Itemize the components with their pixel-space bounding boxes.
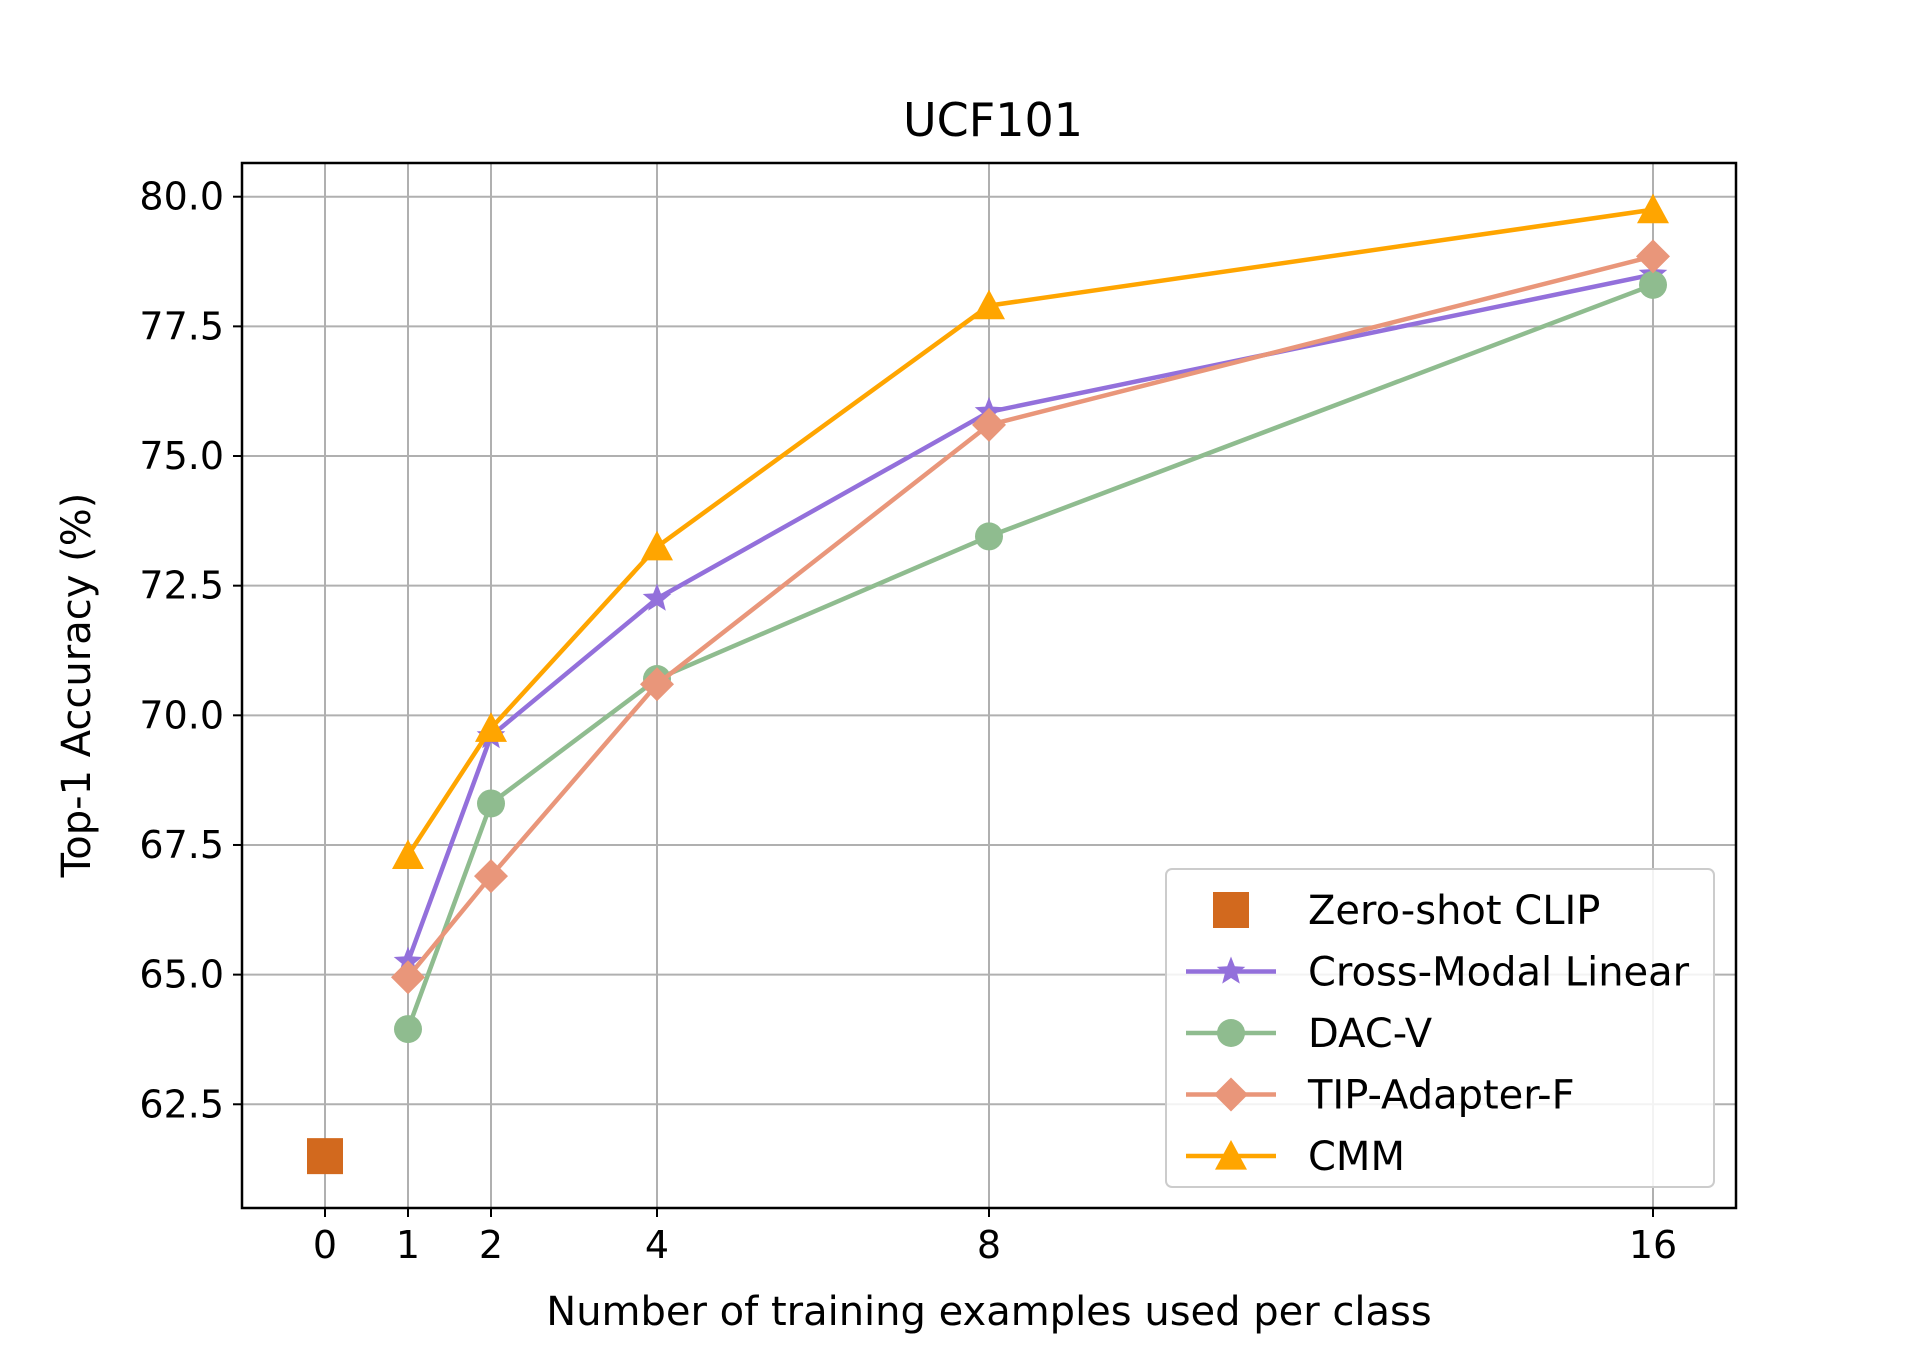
legend-item-cross-modal-linear: Cross-Modal Linear	[1186, 950, 1690, 996]
x-tick-label: 4	[645, 1223, 669, 1267]
legend-label: Zero-shot CLIP	[1308, 888, 1600, 934]
y-tick-label: 70.0	[139, 693, 224, 737]
y-tick-label: 72.5	[139, 564, 224, 608]
data-point	[642, 583, 672, 611]
legend-label: DAC-V	[1308, 1011, 1433, 1057]
data-point	[973, 289, 1005, 320]
legend: Zero-shot CLIP Cross-Modal Linear DAC-V TIP…	[1165, 868, 1715, 1188]
y-axis: 62.5 65.0 67.5 70.0 72.5 75.0 77.5 80.0	[139, 175, 242, 1126]
x-tick: 2	[479, 1208, 503, 1267]
data-point	[475, 712, 507, 742]
legend-label: TIP-Adapter-F	[1307, 1073, 1575, 1119]
x-tick: 4	[645, 1208, 669, 1267]
y-tick: 77.5	[139, 304, 242, 348]
x-tick: 0	[313, 1208, 337, 1267]
x-tick-label: 2	[479, 1223, 503, 1267]
y-tick-label: 80.0	[139, 175, 224, 219]
x-tick-label: 1	[396, 1223, 420, 1267]
y-tick-label: 75.0	[139, 434, 224, 478]
data-point	[391, 960, 425, 995]
data-point	[392, 839, 424, 869]
x-tick: 1	[396, 1208, 420, 1267]
y-tick: 65.0	[139, 953, 242, 997]
legend-item-cmm: CMM	[1186, 1134, 1405, 1180]
legend-swatch-marker	[1215, 1140, 1247, 1170]
y-tick-label: 65.0	[139, 953, 224, 997]
data-point	[640, 667, 674, 702]
series-tip-adapter-f	[391, 239, 1670, 995]
data-point	[975, 522, 1003, 551]
series-zero-shot-clip	[307, 1138, 343, 1175]
chart-title: UCF101	[903, 93, 1083, 147]
data-point	[474, 859, 508, 894]
data-point	[972, 407, 1006, 442]
data-point	[641, 530, 673, 561]
data-point	[394, 1015, 422, 1044]
data-point	[1639, 270, 1667, 299]
series-layer	[307, 193, 1670, 1175]
y-tick: 72.5	[139, 564, 242, 608]
data-point	[307, 1138, 343, 1175]
series-cmm	[392, 193, 1669, 869]
x-tick-label: 16	[1629, 1223, 1677, 1267]
y-tick-label: 67.5	[139, 823, 224, 867]
x-tick-label: 8	[977, 1223, 1001, 1267]
legend-label: CMM	[1308, 1134, 1405, 1180]
y-tick: 67.5	[139, 823, 242, 867]
y-tick: 80.0	[139, 175, 242, 219]
legend-swatch-marker	[1214, 1077, 1248, 1112]
legend-item-zero-shot-clip: Zero-shot CLIP	[1213, 888, 1600, 934]
series-cross-modal-linear	[393, 259, 1668, 974]
data-point	[1636, 239, 1670, 274]
x-tick: 16	[1629, 1208, 1677, 1267]
legend-box	[1165, 868, 1715, 1188]
data-point	[1637, 193, 1669, 224]
y-tick-label: 77.5	[139, 304, 224, 348]
y-tick: 75.0	[139, 434, 242, 478]
legend-swatch-marker	[1217, 1019, 1245, 1047]
grid	[242, 163, 1736, 1208]
y-tick: 62.5	[139, 1082, 242, 1126]
legend-item-dac-v: DAC-V	[1186, 1011, 1433, 1057]
x-tick: 8	[977, 1208, 1001, 1267]
x-axis-title: Number of training examples used per cla…	[546, 1289, 1431, 1335]
legend-swatch-marker	[1216, 956, 1246, 984]
legend-label: Cross-Modal Linear	[1308, 950, 1690, 996]
x-axis: 0 1 2 4 8 16	[313, 1208, 1677, 1267]
legend-swatch-marker	[1213, 892, 1249, 928]
x-tick-label: 0	[313, 1223, 337, 1267]
y-axis-title: Top-1 Accuracy (%)	[54, 493, 100, 879]
y-tick: 70.0	[139, 693, 242, 737]
legend-item-tip-adapter-f: TIP-Adapter-F	[1186, 1073, 1575, 1119]
data-point	[477, 789, 505, 818]
y-tick-label: 62.5	[139, 1082, 224, 1126]
